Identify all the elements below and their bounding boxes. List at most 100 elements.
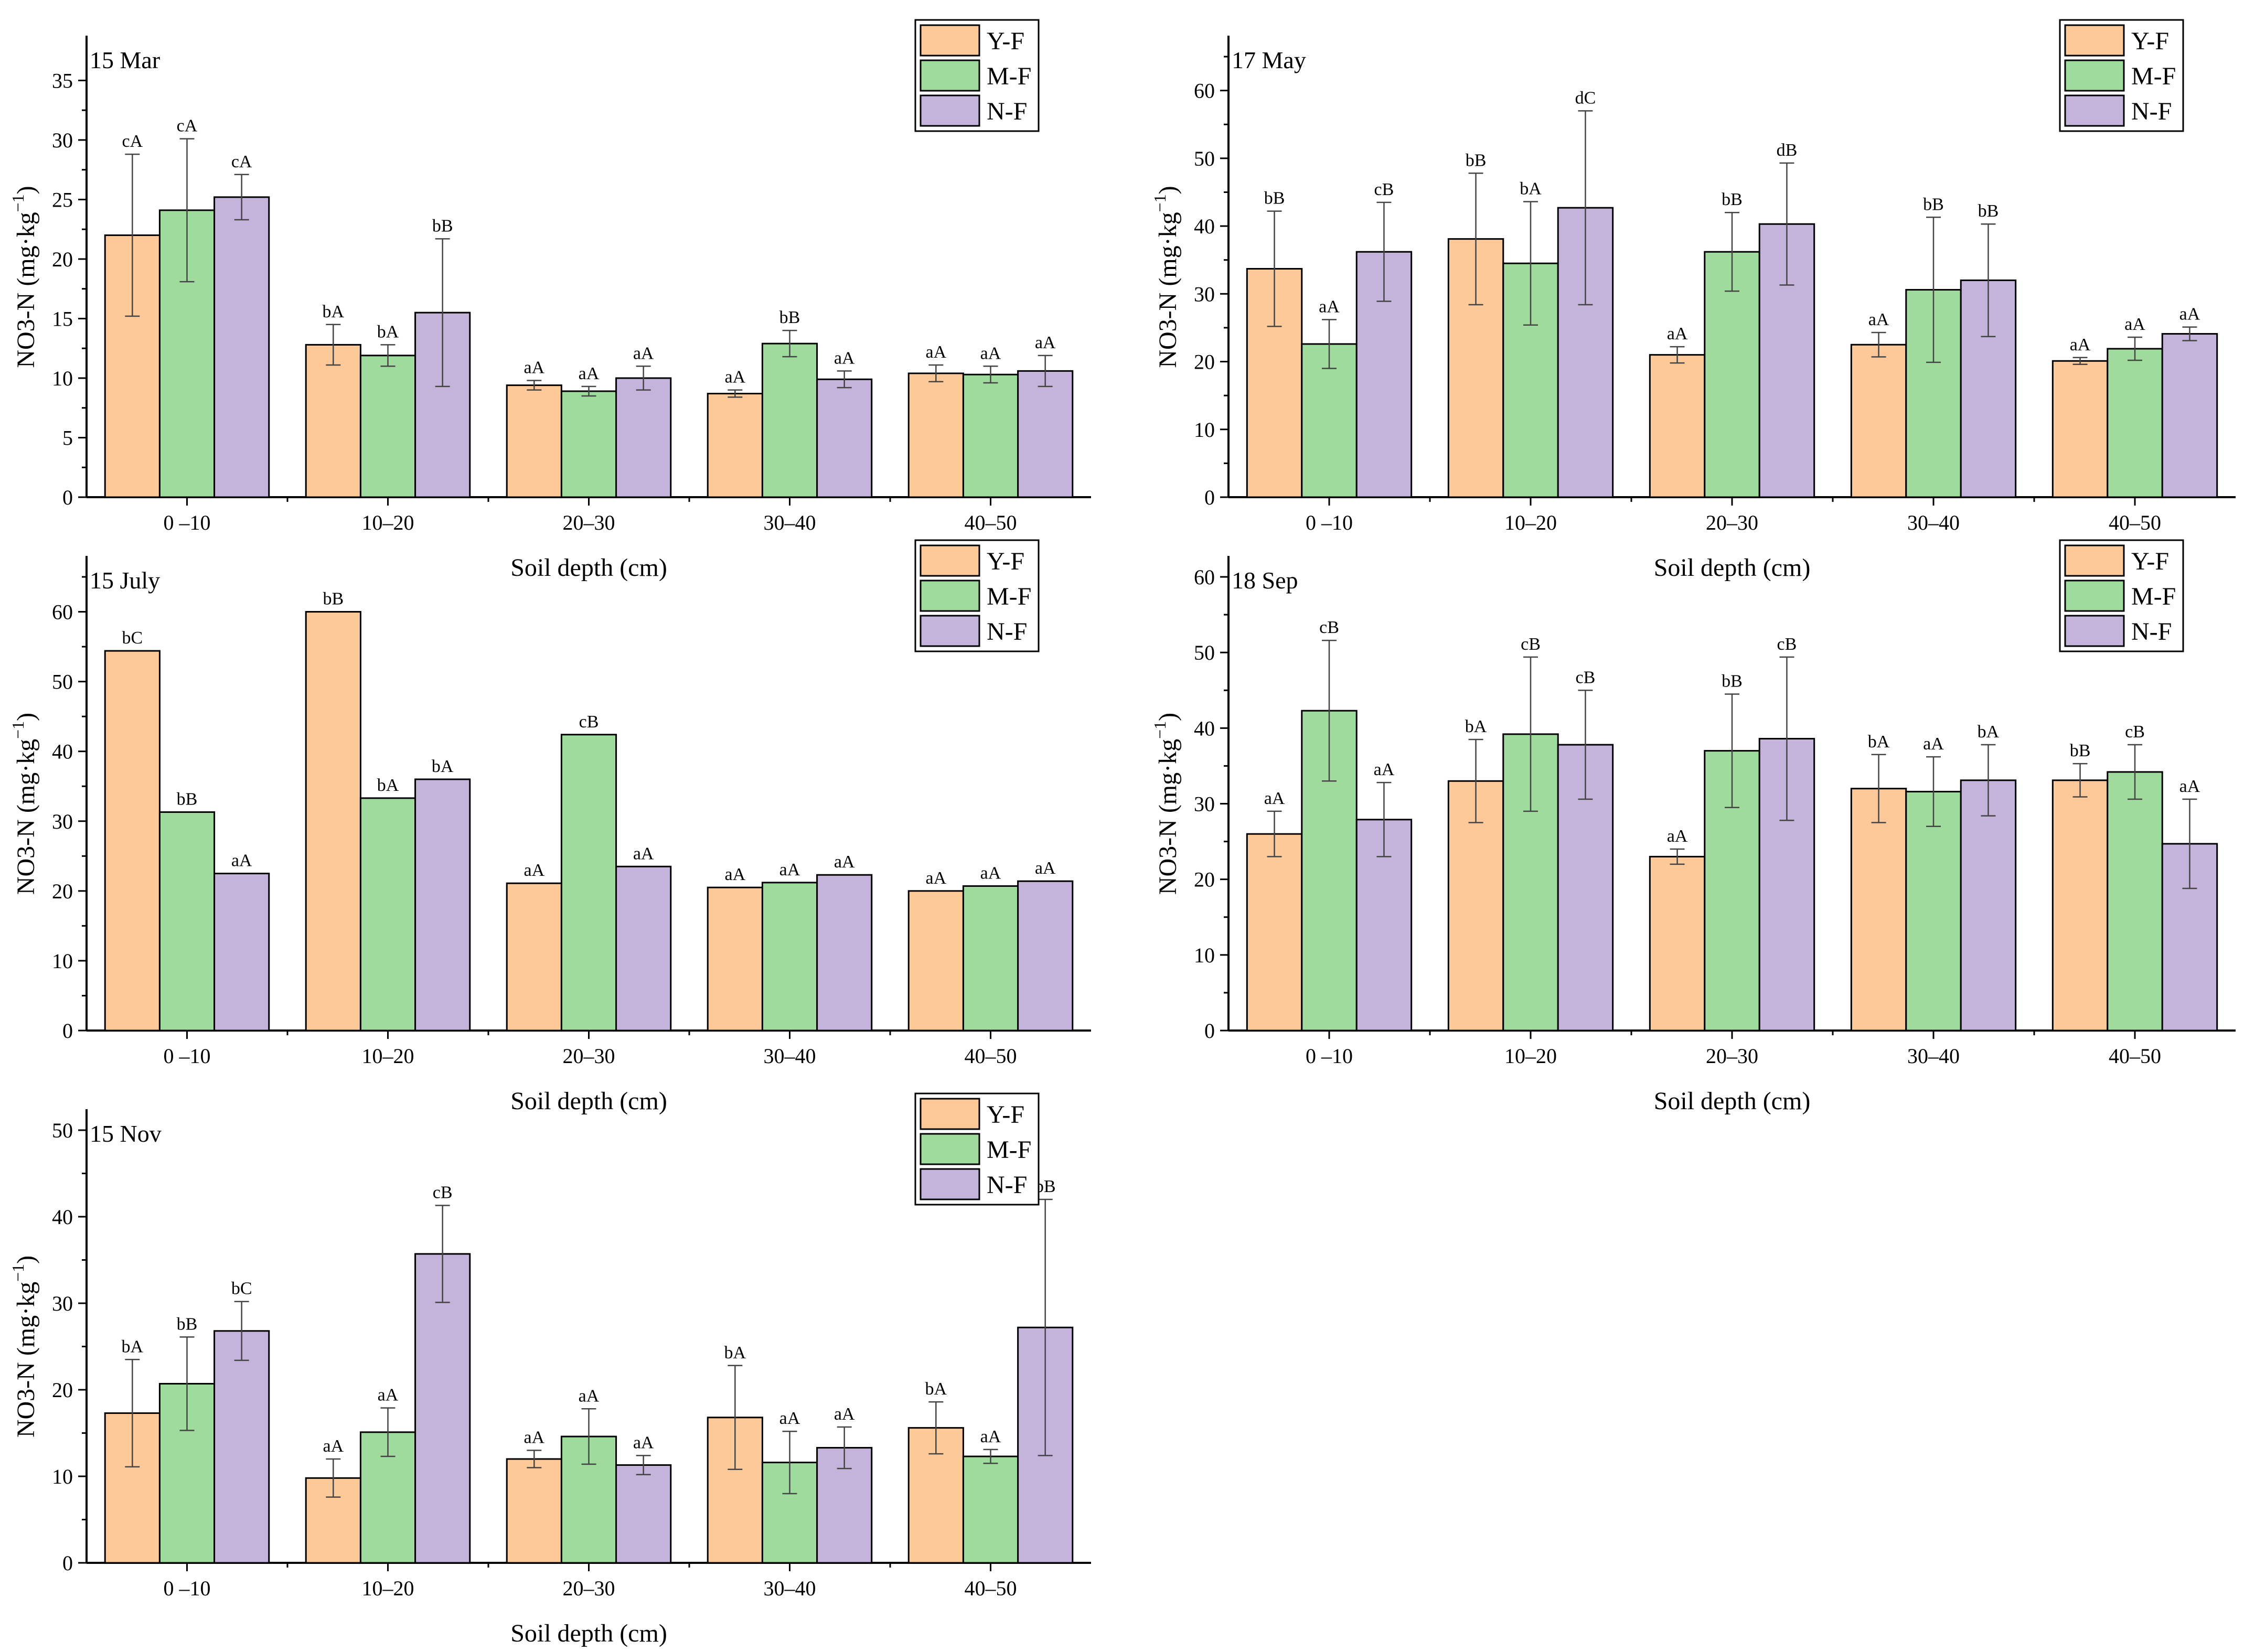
- x-tick-label: 10–20: [1504, 1044, 1557, 1068]
- significance-label: bB: [2070, 741, 2091, 760]
- x-tick-label: 20–30: [1706, 511, 1758, 534]
- y-axis-title-exponent: −1: [1150, 194, 1169, 212]
- bar: [2051, 360, 2109, 498]
- legend-swatch: [2064, 94, 2125, 127]
- significance-label: bB: [1722, 671, 1743, 691]
- significance-label: bA: [925, 1379, 947, 1399]
- bar: [158, 811, 216, 1032]
- significance-label: aA: [925, 342, 946, 362]
- x-tick-label: 0 –10: [164, 1576, 211, 1600]
- legend-label: Y-F: [2131, 548, 2169, 575]
- legend: Y-F M-F N-F: [914, 1092, 1040, 1206]
- y-tick-label: 40: [1194, 214, 1215, 238]
- x-tick-label: 20–30: [563, 1044, 615, 1068]
- y-tick-label: 10: [52, 949, 73, 973]
- y-tick-label: 60: [1194, 565, 1215, 589]
- legend-label: Y-F: [987, 1101, 1024, 1129]
- x-tick-label: 20–30: [563, 511, 615, 534]
- y-tick-label: 40: [52, 740, 73, 764]
- significance-label: cB: [1576, 668, 1596, 687]
- bar: [560, 734, 617, 1032]
- y-tick-label: 60: [1194, 79, 1215, 103]
- y-axis-title-exponent: −1: [1150, 721, 1169, 739]
- bar: [816, 378, 873, 498]
- panel-title: 17 May: [1232, 47, 1306, 73]
- y-axis-title: NO3-N (mg·kg−1): [1150, 713, 1182, 895]
- significance-label: bB: [779, 308, 800, 327]
- legend-swatch: [920, 1098, 980, 1130]
- bar: [506, 384, 562, 498]
- y-tick-label: 20: [1194, 350, 1215, 374]
- significance-label: bB: [1466, 151, 1487, 170]
- significance-label: aA: [834, 852, 855, 872]
- x-tick-label: 40–50: [2109, 511, 2161, 534]
- significance-label: aA: [980, 1427, 1001, 1446]
- bar: [1017, 370, 1074, 498]
- y-tick-label: 30: [52, 128, 73, 152]
- significance-label: aA: [834, 1404, 855, 1424]
- significance-label: bA: [1978, 722, 2000, 742]
- significance-label: aA: [779, 1409, 800, 1428]
- y-tick-label: 20: [52, 1378, 73, 1402]
- legend-swatch: [920, 1133, 980, 1165]
- significance-label: bB: [177, 789, 198, 809]
- significance-label: bB: [1923, 195, 1944, 214]
- x-tick-label: 30–40: [1907, 511, 1960, 534]
- y-tick-label: 30: [52, 1292, 73, 1315]
- y-axis-title-main: NO3-N (mg·kg: [1154, 212, 1182, 368]
- significance-label: cB: [579, 712, 599, 732]
- significance-label: aA: [1264, 789, 1285, 808]
- panel-title: 15 July: [90, 567, 160, 594]
- y-tick-label: 10: [1194, 943, 1215, 967]
- legend-swatch: [920, 94, 980, 127]
- y-axis-title: NO3-N (mg·kg−1): [1150, 186, 1182, 368]
- significance-label: aA: [523, 1428, 544, 1447]
- legend-label: N-F: [987, 98, 1027, 125]
- significance-label: aA: [1667, 324, 1688, 344]
- y-tick-label: 30: [1194, 282, 1215, 306]
- legend-swatch: [2064, 544, 2125, 577]
- y-tick-label: 0: [62, 486, 73, 509]
- significance-label: bB: [1264, 189, 1285, 208]
- x-tick-label: 0 –10: [1306, 511, 1353, 534]
- bar: [615, 865, 672, 1032]
- significance-label: aA: [378, 1386, 399, 1405]
- significance-label: aA: [523, 358, 544, 378]
- bar: [2051, 779, 2109, 1032]
- bar: [414, 778, 471, 1032]
- significance-label: cA: [122, 132, 143, 151]
- y-axis-title-main: NO3-N (mg·kg: [12, 739, 40, 895]
- bar: [816, 874, 873, 1032]
- y-axis-title-close: ): [1154, 186, 1182, 194]
- legend-swatch: [920, 580, 980, 612]
- x-tick-label: 10–20: [362, 1576, 414, 1600]
- y-tick-label: 0: [62, 1019, 73, 1043]
- y-tick-label: 20: [52, 248, 73, 271]
- panel-title: 18 Sep: [1232, 567, 1298, 594]
- legend-swatch: [920, 24, 980, 57]
- legend-label: M-F: [2131, 62, 2176, 90]
- x-tick-label: 0 –10: [164, 511, 211, 534]
- significance-label: cB: [1777, 635, 1797, 654]
- chart-panel: 0 10 20 30 40 50 60 0 –10 10–20 20–30 30–40 40–50 aA…: [1150, 539, 2236, 1115]
- y-tick-label: 60: [52, 600, 73, 624]
- legend: Y-F M-F N-F: [2059, 539, 2184, 652]
- significance-label: bA: [1520, 179, 1542, 199]
- legend-label: M-F: [2131, 583, 2176, 610]
- significance-label: aA: [925, 868, 946, 888]
- legend: Y-F M-F N-F: [2059, 19, 2184, 132]
- bar: [1960, 779, 2017, 1032]
- significance-label: aA: [724, 368, 745, 387]
- significance-label: bA: [323, 302, 345, 321]
- y-tick-label: 0: [1204, 486, 1215, 509]
- significance-label: cA: [177, 116, 198, 136]
- legend-swatch: [2064, 615, 2125, 647]
- bar: [707, 886, 763, 1032]
- bar: [907, 890, 964, 1032]
- bar: [615, 377, 672, 498]
- y-axis-title: NO3-N (mg·kg−1): [8, 1256, 40, 1438]
- bar: [1649, 354, 1706, 498]
- significance-label: aA: [579, 1386, 600, 1406]
- y-tick-label: 30: [52, 810, 73, 833]
